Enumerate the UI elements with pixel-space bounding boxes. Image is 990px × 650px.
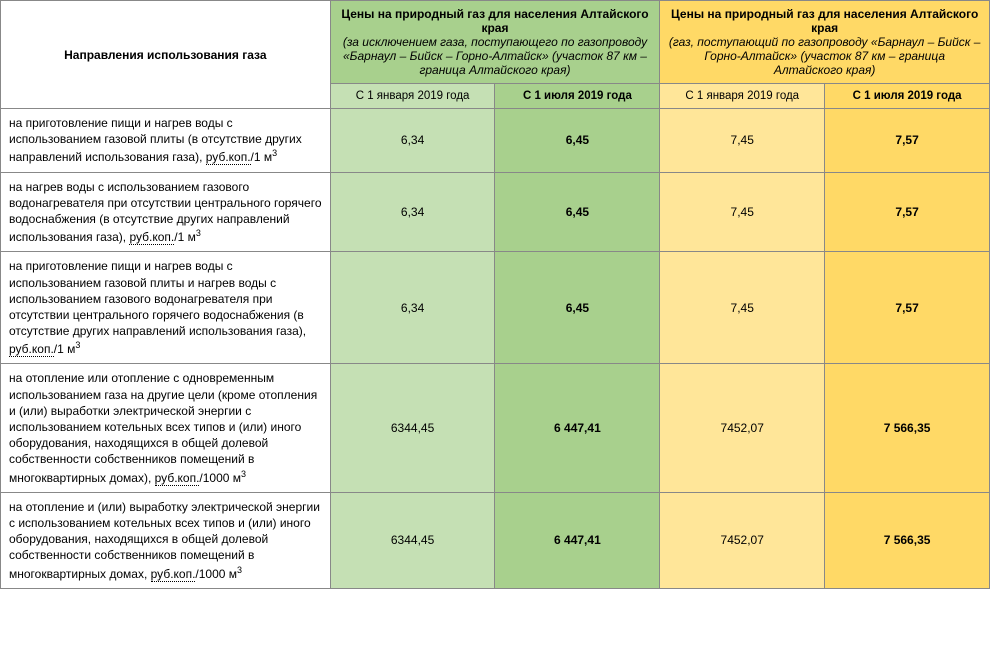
val-g1-jan: 6,34 (330, 109, 495, 173)
gas-prices-table: Направления использования газа Цены на п… (0, 0, 990, 589)
val-g2-jul: 7 566,35 (825, 492, 990, 588)
val-g2-jan: 7,45 (660, 109, 825, 173)
table-row-desc: на нагрев воды с использованием газового… (1, 172, 331, 252)
table-row-desc: на отопление или отопление с одновременн… (1, 364, 331, 492)
cubic-exponent: 3 (272, 148, 277, 158)
desc-text: на приготовление пищи и нагрев воды с ис… (9, 259, 306, 338)
desc-post: /1 м (174, 230, 196, 244)
val-g2-jul: 7 566,35 (825, 364, 990, 492)
val-g1-jul: 6,45 (495, 172, 660, 252)
val-g2-jul: 7,57 (825, 172, 990, 252)
val-g2-jul: 7,57 (825, 109, 990, 173)
cubic-exponent: 3 (75, 340, 80, 350)
cubic-exponent: 3 (241, 469, 246, 479)
val-g2-jul: 7,57 (825, 252, 990, 364)
header-directions: Направления использования газа (1, 1, 331, 109)
val-g1-jan: 6,34 (330, 172, 495, 252)
val-g1-jul: 6 447,41 (495, 492, 660, 588)
cubic-exponent: 3 (237, 565, 242, 575)
unit-label: руб.коп. (155, 471, 200, 486)
desc-post: /1000 м (195, 567, 237, 581)
table-row-desc: на приготовление пищи и нагрев воды с ис… (1, 252, 331, 364)
date-g2-jan: С 1 января 2019 года (660, 84, 825, 109)
unit-label: руб.коп. (206, 150, 251, 165)
val-g2-jan: 7,45 (660, 252, 825, 364)
val-g1-jan: 6344,45 (330, 492, 495, 588)
unit-label: руб.коп. (129, 230, 174, 245)
val-g2-jan: 7452,07 (660, 364, 825, 492)
cubic-exponent: 3 (196, 228, 201, 238)
desc-post: /1000 м (199, 471, 241, 485)
header-group2-title: Цены на природный газ для населения Алта… (671, 7, 978, 35)
val-g1-jul: 6,45 (495, 109, 660, 173)
val-g1-jan: 6344,45 (330, 364, 495, 492)
header-group1-title: Цены на природный газ для населения Алта… (341, 7, 648, 35)
header-group2: Цены на природный газ для населения Алта… (660, 1, 990, 84)
val-g1-jul: 6,45 (495, 252, 660, 364)
val-g1-jan: 6,34 (330, 252, 495, 364)
header-group2-sub: (газ, поступающий по газопроводу «Барнау… (669, 35, 981, 77)
table-row-desc: на отопление и (или) выработку электриче… (1, 492, 331, 588)
val-g2-jan: 7,45 (660, 172, 825, 252)
date-g1-jul: С 1 июля 2019 года (495, 84, 660, 109)
date-g2-jul: С 1 июля 2019 года (825, 84, 990, 109)
desc-post: /1 м (54, 342, 76, 356)
unit-label: руб.коп. (9, 342, 54, 357)
unit-label: руб.коп. (151, 567, 196, 582)
val-g1-jul: 6 447,41 (495, 364, 660, 492)
header-group1: Цены на природный газ для населения Алта… (330, 1, 660, 84)
date-g1-jan: С 1 января 2019 года (330, 84, 495, 109)
table-row-desc: на приготовление пищи и нагрев воды с ис… (1, 109, 331, 173)
header-group1-sub: (за исключением газа, поступающего по га… (343, 35, 647, 77)
desc-post: /1 м (251, 150, 273, 164)
desc-text: на отопление или отопление с одновременн… (9, 371, 317, 484)
val-g2-jan: 7452,07 (660, 492, 825, 588)
